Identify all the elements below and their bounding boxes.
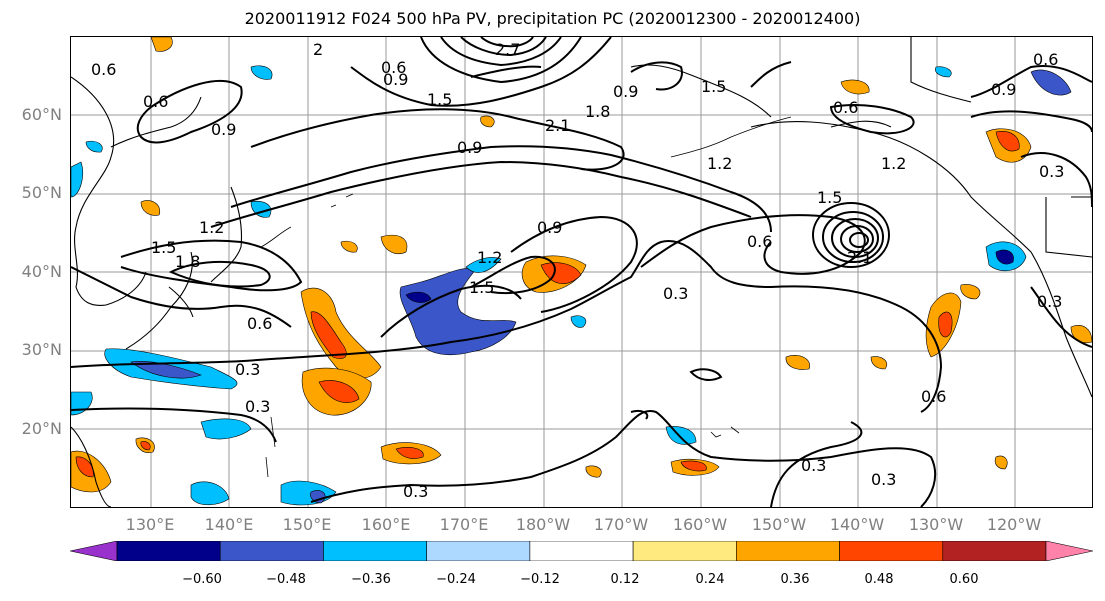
lon-label-130e: 130°E [125, 515, 175, 534]
colorbar-box [323, 541, 427, 561]
coastlines [70, 37, 1093, 508]
contour-label: 0.6 [381, 58, 406, 77]
colorbar-box [529, 541, 634, 561]
colorbar-tick-label: −0.24 [436, 572, 476, 587]
colorbar-tick-label: 0.12 [610, 572, 640, 587]
contour-label: 0.3 [663, 284, 688, 303]
colorbar [70, 541, 1093, 561]
colorbar-tick-label: −0.60 [182, 572, 222, 587]
contour-label: 2.1 [847, 248, 872, 267]
lon-label-120w: 120°W [986, 515, 1042, 534]
colorbar-box [632, 541, 737, 561]
contour-label: 0.6 [921, 387, 946, 406]
contour-label: 0.3 [1039, 162, 1064, 181]
colorbar-box [736, 541, 840, 561]
contour-label: 1.2 [881, 154, 906, 173]
contour-label: 1.5 [469, 278, 494, 297]
lon-label-170e: 170°E [439, 515, 489, 534]
contour-label: 1.5 [817, 188, 842, 207]
lon-label-160e: 160°E [361, 515, 411, 534]
precip-shading [70, 36, 1093, 506]
colorbar-box [116, 541, 221, 561]
colorbar-tick-label: 0.48 [864, 572, 894, 587]
map-canvas: 0.6 2 2.7 0.6 0.9 1.5 2.1 1.8 1.5 0.9 0.… [70, 36, 1093, 508]
contour-label: 0.3 [1037, 292, 1062, 311]
contour-label: 1.2 [199, 218, 224, 237]
contour-label: 1.5 [427, 90, 452, 109]
lon-label-160w: 160°W [672, 515, 728, 534]
contour-label: 0.9 [383, 70, 408, 89]
colorbar-tick-label: 0.24 [695, 572, 725, 587]
map-panel: 0.6 2 2.7 0.6 0.9 1.5 2.1 1.8 1.5 0.9 0.… [70, 36, 1093, 508]
contour-label: 0.9 [613, 82, 638, 101]
colorbar-tick-label: −0.48 [266, 572, 306, 587]
contour-label: 1.5 [151, 238, 176, 257]
contour-label: 0.3 [235, 360, 260, 379]
colorbar-box [942, 541, 1047, 561]
lon-label-140e: 140°E [204, 515, 254, 534]
colorbar-box [839, 541, 944, 561]
lon-label-170w: 170°W [593, 515, 649, 534]
contour-label: 0.6 [247, 314, 272, 333]
contour-label: 1.8 [175, 252, 200, 271]
contour-label: 2 [313, 40, 323, 59]
colorbar-tick-label: −0.12 [520, 572, 560, 587]
contour-label: 2.7 [495, 40, 520, 59]
contour-label: 0.6 [91, 60, 116, 79]
island-chain [260, 116, 792, 478]
colorbar-tick-label: 0.60 [949, 572, 979, 587]
contour-label: 0.9 [457, 138, 482, 157]
contour-labels: 0.6 2 2.7 0.6 0.9 1.5 2.1 1.8 1.5 0.9 0.… [91, 40, 1064, 501]
lon-label-150e: 150°E [282, 515, 332, 534]
lon-label-140w: 140°W [829, 515, 885, 534]
contour-label: 1.2 [477, 248, 502, 267]
colorbar-box [426, 541, 531, 561]
contour-label: 0.3 [403, 482, 428, 501]
contour-label: 0.3 [801, 456, 826, 475]
contour-label: 0.9 [537, 218, 562, 237]
contour-label: 0.3 [871, 470, 896, 489]
contour-label: 0.6 [833, 98, 858, 117]
lat-label-40n: 40°N [21, 262, 62, 281]
contour-label: 0.6 [143, 92, 168, 111]
map-title: 2020011912 F024 500 hPa PV, precipitatio… [244, 9, 861, 28]
lat-label-30n: 30°N [21, 340, 62, 359]
lon-label-130w: 130°W [908, 515, 964, 534]
contour-label: 0.9 [991, 80, 1016, 99]
lat-label-50n: 50°N [21, 183, 62, 202]
contour-label: 0.9 [211, 120, 236, 139]
contour-label: 1.8 [585, 102, 610, 121]
contour-label: 2.1 [545, 116, 570, 135]
contour-label: 1.2 [707, 154, 732, 173]
colorbar-extend-max [1045, 541, 1093, 561]
colorbar-extend-min [70, 541, 118, 561]
pv-contours [70, 36, 1093, 508]
contour-label: 0.3 [245, 397, 270, 416]
colorbar-tick-label: −0.36 [351, 572, 391, 587]
contour-label: 0.6 [747, 232, 772, 251]
colorbar-box [219, 541, 324, 561]
lat-label-20n: 20°N [21, 419, 62, 438]
lon-label-150w: 150°W [751, 515, 807, 534]
lon-label-180w: 180°W [515, 515, 571, 534]
contour-label: 1.5 [701, 77, 726, 96]
lat-label-60n: 60°N [21, 105, 62, 124]
colorbar-tick-label: 0.36 [780, 572, 810, 587]
contour-label: 0.6 [1033, 50, 1058, 69]
